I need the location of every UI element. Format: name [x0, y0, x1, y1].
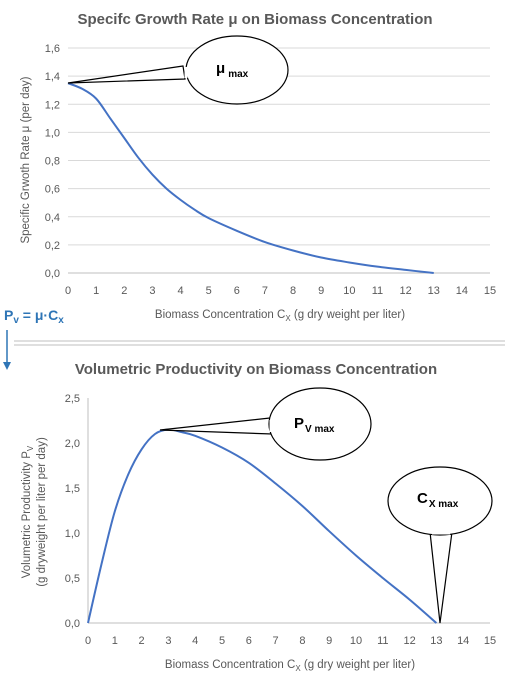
chart2-x-axis-label-sub: X: [295, 664, 301, 673]
chart2-x-tick-label: 9: [326, 635, 332, 647]
callout-pv-max-label: PV max: [294, 415, 335, 435]
chart2-x-tick-label: 8: [299, 635, 305, 647]
chart1-gridlines: [68, 47, 490, 274]
chart2-y-tick-label: 1,5: [65, 483, 80, 495]
formula-lhs: P: [4, 307, 13, 323]
chart1-x-tick-label: 3: [149, 285, 155, 297]
callout-cx-max-symbol: C: [417, 490, 428, 507]
formula-rhs-sub: x: [58, 315, 64, 326]
chart1-y-tick-label: 1,0: [45, 127, 60, 139]
chart2-y-tick-label: 0,5: [65, 573, 80, 585]
callout-cx-max-label: CX max: [417, 490, 459, 510]
chart1-series-line: [67, 82, 434, 274]
chart1-x-tick-label: 11: [372, 285, 383, 297]
chart1-x-tick-label: 12: [399, 285, 411, 297]
callout-cx-max: CX max: [387, 466, 493, 624]
chart2-x-tick-label: 2: [139, 635, 145, 647]
chart1-y-tick-label: 0,6: [45, 184, 60, 196]
formula-rhs: = μ·C: [19, 307, 58, 323]
chart2-y-tick-label: 2,0: [65, 438, 80, 450]
callout-cx-max-sub: X max: [429, 499, 459, 510]
chart2-x-tick-label: 10: [350, 635, 362, 647]
chart2-x-tick-label: 1: [112, 635, 118, 647]
chart2-y-tick-label: 1,0: [65, 528, 80, 540]
chart1-y-tick-label: 0,0: [45, 268, 60, 280]
chart2-y-axis-label-line2: (g dryweight per liter per day): [36, 437, 48, 587]
chart1-y-axis-label: Specific Grwoth Rate μ (per day): [20, 76, 32, 243]
chart2-y-tick-label: 0,0: [65, 618, 80, 630]
formula-arrow-head: [3, 362, 11, 370]
chart1-x-tick-label: 7: [262, 285, 268, 297]
formula-text: Pv = μ·Cx: [4, 307, 64, 326]
chart2-x-tick-label: 0: [85, 635, 91, 647]
callout-pv-max-bubble: [268, 387, 372, 461]
chart1-y-ticks: 0,0 0,2 0,4 0,6 0,8 1,0 1,2 1,4 1,6: [45, 43, 60, 280]
chart-growth-rate: Specifc Growth Rate μ on Biomass Concent…: [20, 11, 496, 323]
chart1-title: Specifc Growth Rate μ on Biomass Concent…: [77, 11, 432, 28]
chart2-x-axis-label-tail: (g dry weight per liter): [301, 659, 416, 671]
chart2-title: Volumetric Productivity on Biomass Conce…: [75, 361, 437, 378]
callout-mu-max-symbol: μ: [216, 60, 225, 77]
chart2-x-tick-label: 15: [484, 635, 496, 647]
chart1-x-axis-label: Biomass Concentration CX (g dry weight p…: [155, 309, 405, 323]
chart2-x-tick-label: 11: [377, 635, 388, 647]
chart2-x-tick-label: 13: [430, 635, 442, 647]
chart1-series: [67, 82, 434, 274]
chart2-y-axis-label: Volumetric Productivity PV: [21, 445, 35, 578]
callout-mu-max: μ max: [67, 35, 289, 105]
chart2-x-tick-label: 6: [246, 635, 252, 647]
chart1-y-tick-label: 0,2: [45, 240, 60, 252]
callout-cx-max-pointer: [429, 531, 453, 624]
callout-pv-max-sub: V max: [305, 424, 335, 435]
callout-mu-max-sub: max: [228, 69, 248, 80]
chart1-x-tick-label: 13: [428, 285, 440, 297]
chart1-x-axis-label-main: Biomass Concentration C: [155, 309, 285, 321]
chart1-x-tick-label: 15: [484, 285, 496, 297]
chart1-y-tick-label: 1,2: [45, 99, 60, 111]
chart1-x-tick-label: 1: [93, 285, 99, 297]
chart1-x-tick-label: 5: [206, 285, 212, 297]
chart2-x-tick-label: 12: [403, 635, 415, 647]
chart1-y-tick-label: 1,4: [45, 71, 60, 83]
formula-link: Pv = μ·Cx: [3, 307, 505, 370]
callout-cx-max-bubble: [387, 466, 493, 536]
chart1-y-tick-label: 0,8: [45, 156, 60, 168]
callout-mu-max-pointer: [67, 65, 186, 84]
chart2-y-axis-label-sub: V: [26, 445, 35, 451]
formula-lhs-sub: v: [13, 315, 19, 326]
chart2-series: [87, 428, 438, 624]
callout-pv-max-symbol: P: [294, 415, 304, 432]
chart2-y-axis-label-main: Volumetric Productivity P: [21, 451, 33, 579]
chart2-x-tick-label: 7: [273, 635, 279, 647]
chart1-y-tick-label: 0,4: [45, 212, 60, 224]
chart1-x-tick-label: 14: [456, 285, 468, 297]
chart2-y-tick-label: 2,5: [65, 393, 80, 405]
callout-mu-max-label: μ max: [216, 60, 249, 80]
chart-volumetric-productivity: Volumetric Productivity on Biomass Conce…: [21, 361, 496, 673]
chart1-x-tick-label: 6: [234, 285, 240, 297]
chart2-x-tick-label: 5: [219, 635, 225, 647]
chart1-x-axis-label-tail: (g dry weight per liter): [291, 309, 406, 321]
chart2-x-tick-label: 3: [165, 635, 171, 647]
chart2-x-tick-label: 14: [457, 635, 469, 647]
chart2-x-tick-label: 4: [192, 635, 198, 647]
callout-pv-max: PV max: [159, 387, 372, 461]
chart2-x-axis-label-main: Biomass Concentration C: [165, 659, 295, 671]
chart1-x-tick-label: 2: [121, 285, 127, 297]
chart1-x-tick-label: 8: [290, 285, 296, 297]
chart1-x-tick-label: 10: [343, 285, 355, 297]
chart2-x-axis-label: Biomass Concentration CX (g dry weight p…: [165, 659, 415, 673]
chart1-y-tick-label: 1,6: [45, 43, 60, 55]
chart1-x-tick-label: 0: [65, 285, 71, 297]
chart2-y-ticks: 0,0 0,5 1,0 1,5 2,0 2,5: [65, 393, 89, 630]
chart1-x-ticks: 0 1 2 3 4 5 6 7 8 9 10 11 12 13 14 15: [65, 272, 496, 297]
chart1-x-axis-label-sub: X: [285, 314, 291, 323]
chart1-x-tick-label: 4: [177, 285, 183, 297]
chart1-x-tick-label: 9: [318, 285, 324, 297]
chart2-series-line: [87, 428, 438, 624]
chart2-x-ticks: 0 1 2 3 4 5 6 7 8 9 10 11 12 13 14 15: [85, 622, 496, 647]
